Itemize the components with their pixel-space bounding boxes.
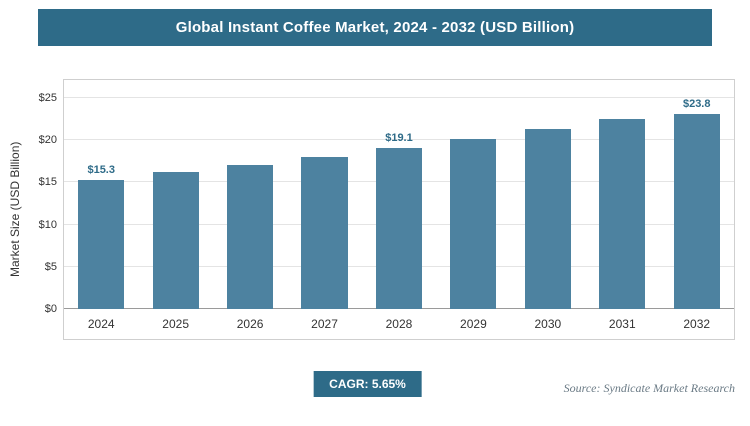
- bar-value-label: $23.8: [682, 98, 711, 110]
- gridline: [64, 139, 734, 141]
- bar-column-2025: [138, 98, 212, 309]
- source-text: Source: Syndicate Market Research: [563, 381, 735, 395]
- bar-2027: [301, 157, 348, 309]
- y-axis-title: Market Size (USD Billion): [8, 141, 22, 278]
- bar-value-label: $19.1: [385, 131, 413, 144]
- bar-2028: [375, 147, 423, 309]
- bar-column-2029: [436, 98, 510, 309]
- bar-2026: [227, 164, 274, 309]
- x-tick-label: 2029: [460, 317, 487, 331]
- bar-2029: [450, 139, 497, 309]
- footer: CAGR: 5.65% Source: Syndicate Market Res…: [0, 369, 735, 399]
- y-tick-label: $15: [38, 176, 57, 189]
- chart-box: $0 $5 $10 $15 $20 $25 $15.3 $19.1 $23.8 2024 202…: [39, 79, 735, 340]
- x-tick-label: 2028: [385, 317, 413, 331]
- y-tick-label: $0: [44, 303, 57, 315]
- gridline: [64, 97, 734, 98]
- plot-area: $0 $5 $10 $15 $20 $25 $15.3 $19.1 $23.8: [39, 92, 734, 315]
- bar-column-2024: $15.3: [64, 98, 138, 309]
- y-tick-label: $10: [38, 218, 57, 231]
- x-tick-label: 2026: [236, 317, 264, 331]
- chart-title: Global Instant Coffee Market, 2024 - 203…: [175, 19, 575, 36]
- x-tick-label: 2032: [683, 317, 711, 331]
- x-tick-label: 2025: [162, 317, 189, 331]
- chart-area: $0 $5 $10 $15 $20 $25 $15.3 $19.1 $23.8 2024 202…: [39, 79, 735, 340]
- bar-2024: [78, 179, 125, 309]
- x-axis-labels: 2024 2025 2026 2027 2028 2029 2030 2031 2032: [64, 309, 734, 339]
- bar-2030: [524, 129, 571, 309]
- x-tick-label: 2027: [311, 317, 338, 331]
- bar-2032: [673, 113, 720, 309]
- bar-value-label: $15.3: [87, 163, 115, 176]
- bar-column-2031: [585, 98, 659, 309]
- bar-column-2030: [511, 98, 585, 309]
- y-tick-label: $25: [38, 92, 57, 104]
- bar-2031: [599, 119, 646, 309]
- cagr-badge: CAGR: 5.65%: [313, 371, 422, 397]
- bar-column-2027: [287, 98, 361, 309]
- x-tick-label: 2024: [87, 317, 115, 331]
- header-bar: Global Instant Coffee Market, 2024 - 203…: [38, 9, 712, 46]
- x-tick-label: 2030: [534, 317, 562, 331]
- bar-2025: [152, 172, 199, 309]
- bar-column-2026: [213, 98, 287, 309]
- bar-column-2032: $23.8: [660, 98, 734, 309]
- bar-column-2028: $19.1: [362, 98, 436, 309]
- x-tick-label: 2031: [608, 317, 636, 331]
- y-tick-label: $5: [44, 260, 57, 273]
- bars: $15.3 $19.1 $23.8: [64, 98, 734, 309]
- y-tick-label: $20: [38, 134, 57, 147]
